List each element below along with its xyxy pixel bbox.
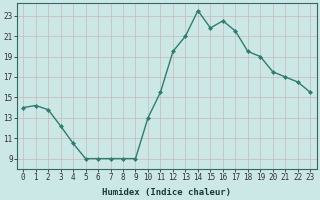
X-axis label: Humidex (Indice chaleur): Humidex (Indice chaleur) (102, 188, 231, 197)
